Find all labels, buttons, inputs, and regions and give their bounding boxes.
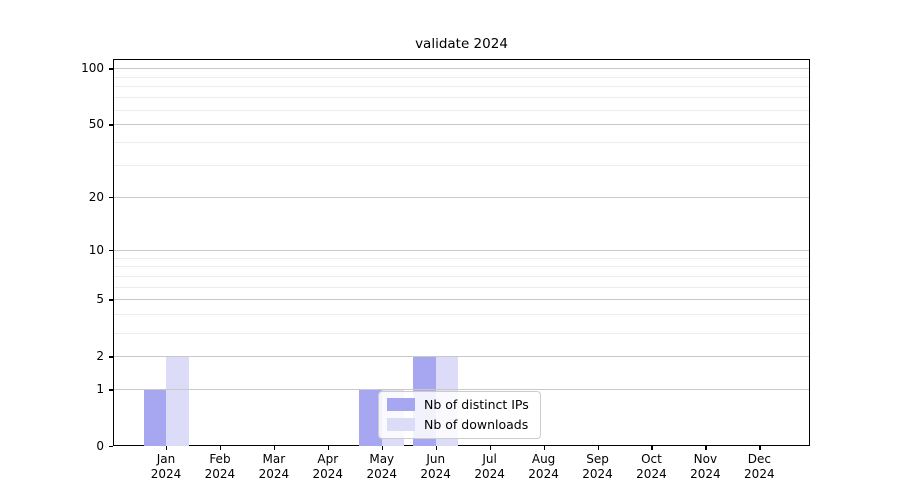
x-tick-year: 2024 bbox=[474, 467, 505, 481]
x-tick bbox=[543, 446, 545, 450]
y-tick-label: 50 bbox=[88, 117, 104, 132]
x-tick-label: Jun 2024 bbox=[405, 452, 467, 482]
x-tick-month: Jan bbox=[156, 452, 176, 466]
x-tick-label: Mar 2024 bbox=[243, 452, 305, 482]
y-tick-label: 0 bbox=[96, 439, 104, 453]
x-tick-year: 2024 bbox=[204, 467, 236, 481]
x-tick-year: 2024 bbox=[690, 467, 721, 481]
chart-title: validate 2024 bbox=[415, 36, 508, 52]
x-tick-label: Jan 2024 bbox=[135, 452, 197, 482]
x-tick-month: Apr bbox=[317, 452, 339, 466]
legend-item: Nb of distinct IPs bbox=[387, 397, 529, 412]
bar-nb-of-distinct-ips-may bbox=[359, 389, 382, 446]
x-tick-year: 2024 bbox=[744, 467, 775, 481]
x-tick-label: Sep 2024 bbox=[567, 452, 629, 482]
x-tick bbox=[597, 446, 599, 450]
x-tick-month: Dec bbox=[747, 452, 771, 466]
gridline-minor bbox=[114, 332, 809, 334]
x-tick bbox=[759, 446, 761, 450]
x-tick-month: Sep bbox=[586, 452, 609, 466]
y-tick-label: 20 bbox=[88, 189, 104, 204]
gridline-minor bbox=[114, 165, 809, 167]
legend-label: Nb of distinct IPs bbox=[424, 397, 529, 412]
gridline-minor bbox=[114, 109, 809, 111]
gridline-major bbox=[114, 389, 809, 391]
y-tick-label: 10 bbox=[88, 242, 104, 257]
x-tick-label: Oct 2024 bbox=[620, 452, 682, 482]
legend-label: Nb of downloads bbox=[424, 417, 529, 432]
gridline-minor bbox=[114, 76, 809, 78]
y-tick bbox=[109, 196, 113, 199]
x-tick bbox=[381, 446, 384, 450]
gridline-minor bbox=[114, 286, 809, 288]
gridline-minor bbox=[114, 142, 809, 144]
x-tick-label: Dec 2024 bbox=[728, 452, 790, 482]
y-tick-label: 2 bbox=[96, 349, 104, 364]
x-tick-month: Aug bbox=[531, 452, 556, 466]
x-tick bbox=[273, 446, 276, 450]
y-tick bbox=[109, 389, 113, 391]
x-tick-month: May bbox=[369, 452, 395, 466]
y-tick-label: 1 bbox=[96, 382, 104, 397]
x-tick bbox=[705, 446, 707, 450]
gridline-minor bbox=[114, 257, 809, 259]
y-tick-label: 5 bbox=[96, 292, 104, 307]
x-tick bbox=[166, 446, 168, 450]
gridline-minor bbox=[114, 97, 809, 99]
gridline-major bbox=[114, 249, 809, 251]
x-tick-label: May 2024 bbox=[351, 452, 413, 482]
gridline-major bbox=[114, 124, 809, 126]
bar-nb-of-downloads-jan bbox=[166, 356, 189, 446]
x-tick-label: Aug 2024 bbox=[513, 452, 575, 482]
gridline-major bbox=[114, 356, 809, 358]
y-tick bbox=[109, 249, 113, 252]
y-tick bbox=[109, 124, 113, 126]
legend-swatch bbox=[387, 398, 415, 411]
x-tick-year: 2024 bbox=[258, 467, 290, 481]
x-tick-year: 2024 bbox=[312, 467, 344, 481]
gridline-major bbox=[114, 196, 809, 198]
gridline-major bbox=[114, 299, 809, 301]
x-tick-label: Nov 2024 bbox=[674, 452, 736, 482]
x-tick-month: Jul bbox=[482, 452, 497, 466]
x-tick-year: 2024 bbox=[420, 467, 451, 481]
x-tick-year: 2024 bbox=[582, 467, 613, 481]
gridline-minor bbox=[114, 275, 809, 277]
y-tick bbox=[109, 68, 113, 70]
x-tick-month: Oct bbox=[641, 452, 662, 466]
plot-area bbox=[113, 59, 810, 446]
y-tick bbox=[109, 446, 113, 448]
x-tick-year: 2024 bbox=[636, 467, 667, 481]
y-tick-label: 100 bbox=[81, 61, 104, 76]
x-tick-year: 2024 bbox=[150, 467, 182, 481]
legend-swatch bbox=[387, 418, 415, 431]
x-tick-month: Feb bbox=[209, 452, 231, 466]
x-tick bbox=[327, 446, 330, 450]
legend: Nb of distinct IPs Nb of downloads bbox=[378, 391, 541, 439]
gridline-minor bbox=[114, 266, 809, 268]
x-tick bbox=[489, 446, 492, 450]
y-tick bbox=[109, 356, 113, 358]
x-tick-month: Nov bbox=[693, 452, 718, 466]
x-tick-month: Jun bbox=[426, 452, 446, 466]
gridline-minor bbox=[114, 314, 809, 316]
x-tick-year: 2024 bbox=[528, 467, 559, 481]
x-tick-label: Jul 2024 bbox=[459, 452, 521, 482]
x-tick bbox=[651, 446, 653, 450]
x-tick-label: Feb 2024 bbox=[189, 452, 251, 482]
x-tick bbox=[219, 446, 222, 450]
x-tick-year: 2024 bbox=[366, 467, 398, 481]
gridline-minor bbox=[114, 86, 809, 88]
gridline-major bbox=[114, 68, 809, 70]
x-tick-label: Apr 2024 bbox=[297, 452, 359, 482]
bar-nb-of-distinct-ips-jan bbox=[143, 389, 166, 446]
y-tick bbox=[109, 299, 113, 301]
x-tick bbox=[435, 446, 438, 450]
x-tick-month: Mar bbox=[262, 452, 286, 466]
legend-item: Nb of downloads bbox=[387, 417, 529, 432]
